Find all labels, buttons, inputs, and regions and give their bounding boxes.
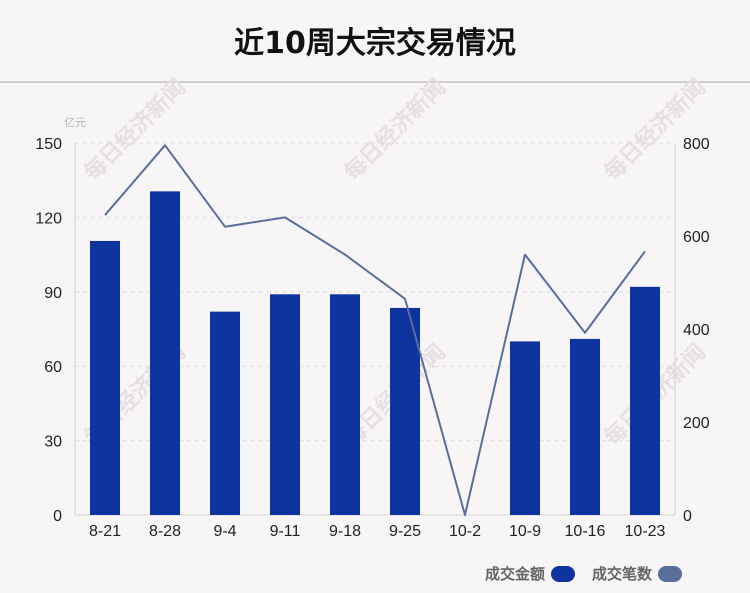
watermark-text: 每日经济新闻 — [79, 74, 191, 186]
x-tick-label: 9-25 — [389, 523, 421, 540]
y-left-tick-label: 30 — [44, 434, 62, 451]
legend-swatch-count — [658, 566, 683, 582]
x-tick-label: 8-21 — [89, 523, 121, 540]
bar — [90, 240, 120, 515]
x-tick-label: 10-2 — [449, 523, 481, 540]
line-path — [104, 144, 646, 516]
y-right-tick-label: 400 — [683, 322, 710, 339]
y-left-tick-label: 60 — [44, 359, 62, 376]
title-divider — [0, 81, 750, 83]
x-tick-label: 10-9 — [509, 523, 541, 540]
axis-labels: 0 30 60 90 120 150 0 200 400 600 800 8-21 8-28 9-4 9-1… — [35, 116, 710, 540]
bar — [630, 286, 660, 515]
x-tick-label: 9-18 — [329, 523, 361, 540]
bar — [210, 311, 240, 515]
bar-series — [90, 191, 660, 516]
legend-label-amount: 成交金额 — [485, 565, 546, 583]
y-left-unit: 亿元 — [64, 116, 86, 129]
bar — [510, 341, 540, 515]
legend-swatch-amount — [551, 566, 576, 582]
legend-item-amount: 成交金额 — [485, 563, 576, 584]
y-right-tick-label: 800 — [683, 136, 710, 153]
y-right-tick-label: 200 — [683, 415, 710, 432]
y-left-tick-label: 120 — [35, 210, 62, 227]
line-series — [104, 144, 646, 516]
y-left-tick-label: 150 — [35, 136, 62, 153]
y-right-tick-label: 600 — [683, 229, 710, 246]
legend-item-count: 成交笔数 — [592, 563, 683, 584]
bar — [150, 191, 180, 516]
chart-title: 近10周大宗交易情况 — [234, 26, 516, 61]
bar — [390, 307, 420, 515]
y-left-tick-label: 0 — [53, 508, 62, 525]
watermark-text: 每日经济新闻 — [339, 74, 451, 186]
watermark-text: 每日经济新闻 — [599, 74, 711, 186]
legend-label-count: 成交笔数 — [592, 565, 653, 583]
x-tick-label: 10-16 — [565, 523, 606, 540]
bar — [330, 294, 360, 515]
bar — [270, 294, 300, 515]
x-tick-label: 9-11 — [270, 523, 301, 540]
x-tick-label: 8-28 — [149, 523, 181, 540]
x-tick-label: 9-4 — [213, 523, 236, 540]
y-left-tick-label: 90 — [44, 285, 62, 302]
x-tick-label: 10-23 — [625, 523, 666, 540]
y-right-tick-label: 0 — [683, 508, 692, 525]
bar — [570, 338, 600, 515]
